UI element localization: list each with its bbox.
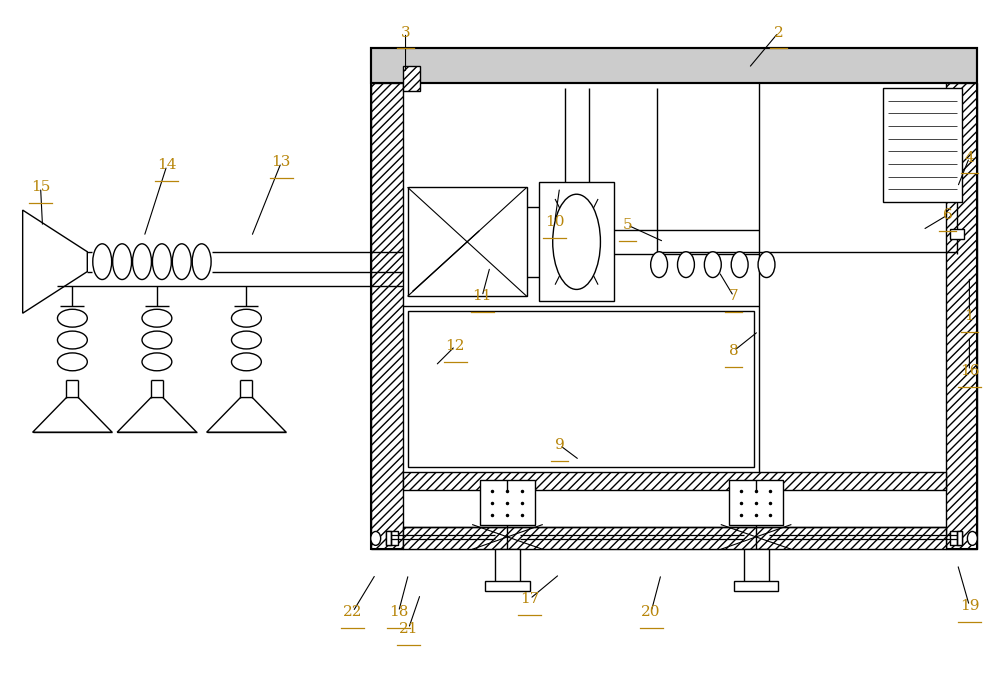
- Bar: [495, 549, 520, 584]
- Bar: [403, 67, 420, 91]
- Bar: [371, 49, 977, 83]
- Text: 12: 12: [446, 339, 465, 353]
- Bar: [480, 480, 535, 525]
- Text: 5: 5: [622, 218, 632, 232]
- Bar: [403, 472, 946, 490]
- Bar: [485, 581, 530, 591]
- Ellipse shape: [133, 244, 151, 279]
- Bar: [883, 88, 962, 202]
- Ellipse shape: [232, 331, 261, 349]
- Ellipse shape: [142, 309, 172, 327]
- Bar: [403, 528, 946, 549]
- Ellipse shape: [172, 244, 191, 279]
- Ellipse shape: [967, 532, 977, 545]
- Text: 20: 20: [641, 605, 661, 619]
- Text: 21: 21: [399, 622, 418, 636]
- Bar: [408, 187, 527, 296]
- Bar: [539, 182, 614, 301]
- Bar: [386, 532, 391, 545]
- Text: 18: 18: [389, 605, 408, 619]
- Ellipse shape: [57, 331, 87, 349]
- Bar: [946, 83, 977, 549]
- Text: 7: 7: [729, 289, 739, 303]
- Text: 6: 6: [943, 208, 952, 222]
- Ellipse shape: [678, 252, 694, 278]
- Text: 8: 8: [729, 344, 739, 358]
- Text: 2: 2: [774, 25, 783, 40]
- Text: 13: 13: [272, 156, 291, 169]
- Ellipse shape: [704, 252, 721, 278]
- Ellipse shape: [192, 244, 211, 279]
- Ellipse shape: [152, 244, 171, 279]
- Bar: [371, 49, 977, 549]
- Text: 19: 19: [960, 599, 979, 613]
- Text: 16: 16: [960, 364, 979, 378]
- Text: 11: 11: [472, 289, 492, 303]
- Text: 3: 3: [401, 25, 410, 40]
- Text: 15: 15: [31, 180, 50, 194]
- Text: 14: 14: [157, 158, 177, 172]
- Bar: [371, 83, 403, 549]
- Text: 4: 4: [965, 150, 974, 165]
- Bar: [744, 549, 769, 584]
- Text: 22: 22: [343, 605, 363, 619]
- Ellipse shape: [93, 244, 112, 279]
- Bar: [729, 480, 783, 525]
- Ellipse shape: [57, 353, 87, 370]
- Ellipse shape: [758, 252, 775, 278]
- Bar: [734, 581, 778, 591]
- Ellipse shape: [142, 353, 172, 370]
- Bar: [957, 532, 962, 545]
- Ellipse shape: [113, 244, 132, 279]
- Ellipse shape: [57, 309, 87, 327]
- Ellipse shape: [371, 532, 381, 545]
- Bar: [408, 311, 754, 467]
- Bar: [950, 229, 964, 239]
- Text: 1: 1: [965, 309, 974, 323]
- Text: 9: 9: [555, 438, 565, 452]
- Ellipse shape: [651, 252, 668, 278]
- Ellipse shape: [232, 309, 261, 327]
- Text: 10: 10: [545, 215, 564, 229]
- Bar: [950, 532, 962, 545]
- Text: 17: 17: [520, 592, 540, 606]
- Ellipse shape: [142, 331, 172, 349]
- Ellipse shape: [553, 194, 600, 289]
- Bar: [386, 532, 398, 545]
- Ellipse shape: [232, 353, 261, 370]
- Ellipse shape: [731, 252, 748, 278]
